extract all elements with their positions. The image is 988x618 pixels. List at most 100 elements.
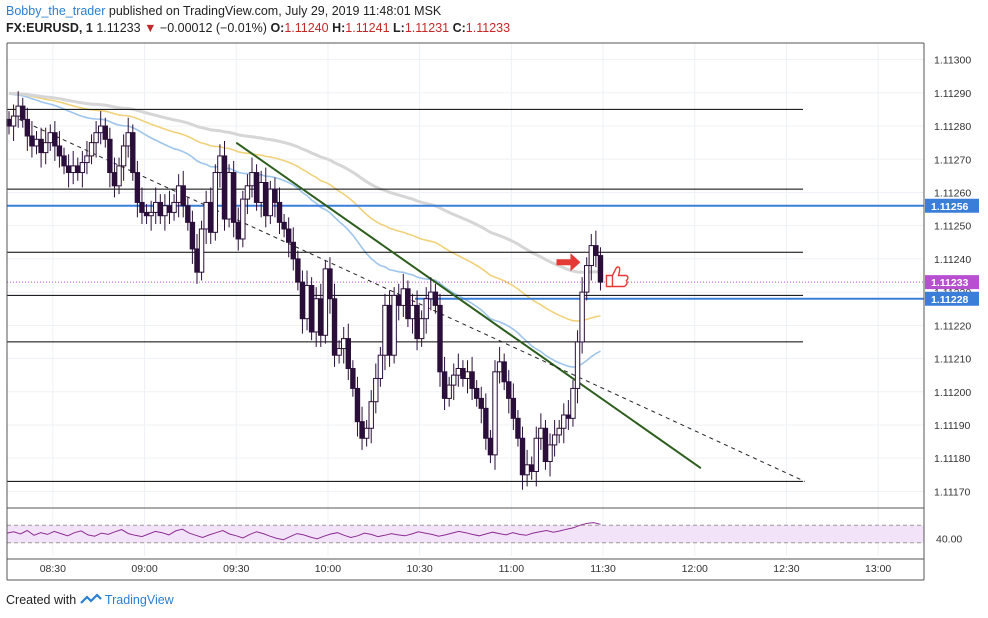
candlesticks bbox=[6, 91, 604, 490]
candle-body bbox=[285, 228, 292, 243]
candle-body bbox=[574, 341, 581, 389]
candle-body bbox=[272, 188, 278, 203]
candle-body bbox=[198, 228, 205, 273]
candle-body bbox=[368, 401, 374, 429]
candle-body bbox=[230, 172, 237, 223]
candle-body bbox=[478, 397, 484, 409]
symbol-name[interactable]: FX:EURUSD, 1 bbox=[6, 21, 93, 35]
candle-body bbox=[171, 201, 177, 213]
candle-body bbox=[15, 105, 21, 117]
candle-body bbox=[157, 201, 164, 217]
candle-body bbox=[217, 155, 223, 174]
candle-body bbox=[130, 132, 136, 174]
candle-body bbox=[318, 298, 324, 336]
tradingview-link[interactable]: TradingView bbox=[104, 593, 174, 607]
candle-body bbox=[519, 437, 526, 476]
price-tag: 1.11228 bbox=[925, 291, 979, 306]
candle-body bbox=[139, 201, 145, 213]
time-tick-label: 09:30 bbox=[223, 563, 249, 575]
candle-body bbox=[354, 387, 361, 423]
candle-body bbox=[226, 172, 232, 220]
candle-body bbox=[304, 284, 310, 320]
time-tick-label: 10:30 bbox=[407, 563, 433, 575]
price-tick-label: 1.11270 bbox=[934, 154, 971, 166]
candle-body bbox=[240, 198, 246, 240]
candle-body bbox=[10, 115, 17, 127]
candle-body bbox=[327, 268, 333, 300]
rsi-panel bbox=[6, 522, 924, 544]
candle-body bbox=[235, 221, 241, 240]
candle-body bbox=[253, 172, 260, 203]
candle-body bbox=[208, 201, 214, 233]
tradingview-logo-icon bbox=[79, 593, 102, 604]
price-tick-label: 1.11190 bbox=[934, 420, 971, 432]
time-tick-label: 12:00 bbox=[682, 563, 708, 575]
candle-body bbox=[464, 371, 471, 379]
candle-body bbox=[70, 165, 76, 174]
candle-body bbox=[405, 288, 411, 320]
candle-body bbox=[47, 132, 53, 144]
candle-body bbox=[538, 427, 544, 439]
last-price: 1.11233 bbox=[96, 21, 141, 35]
publish-header: Bobby_the_trader published on TradingVie… bbox=[6, 3, 441, 19]
ema-mid-line bbox=[8, 92, 601, 322]
candle-body bbox=[423, 298, 429, 320]
candle-body bbox=[249, 172, 255, 187]
candle-body bbox=[134, 172, 141, 203]
candle-body bbox=[120, 145, 127, 167]
candle-body bbox=[556, 427, 562, 436]
candle-body bbox=[528, 464, 535, 472]
candle-body bbox=[359, 421, 365, 439]
price-tick-label: 1.11250 bbox=[934, 221, 971, 233]
candle-body bbox=[308, 284, 315, 333]
candle-body bbox=[593, 245, 599, 257]
candle-body bbox=[148, 211, 154, 217]
candle-body bbox=[501, 361, 507, 383]
candle-body bbox=[345, 338, 351, 370]
close-label: C: bbox=[452, 21, 466, 35]
price-tick-label: 1.11180 bbox=[934, 453, 971, 465]
candle-body bbox=[258, 182, 264, 203]
candle-body bbox=[322, 268, 329, 336]
candle-body bbox=[432, 291, 439, 306]
candle-body bbox=[515, 417, 521, 439]
candle-body bbox=[373, 377, 379, 403]
candle-body bbox=[65, 165, 72, 174]
time-tick-label: 12:30 bbox=[773, 563, 799, 575]
candle-body bbox=[263, 182, 269, 217]
candle-body bbox=[331, 298, 338, 356]
downtrend-line bbox=[235, 141, 702, 469]
price-tag-bg bbox=[925, 275, 979, 290]
candle-body bbox=[584, 265, 590, 293]
candle-body bbox=[441, 371, 448, 399]
price-tick-label: 1.11300 bbox=[934, 55, 971, 67]
author-link[interactable]: Bobby_the_trader bbox=[6, 4, 106, 18]
candle-body bbox=[414, 304, 420, 340]
candle-body bbox=[579, 291, 585, 343]
candle-body bbox=[533, 437, 539, 472]
candle-body bbox=[391, 294, 397, 356]
price-tick-label: 1.11210 bbox=[934, 354, 971, 366]
time-tick-label: 11:30 bbox=[590, 563, 616, 575]
candle-body bbox=[446, 384, 452, 399]
candle-body bbox=[79, 162, 86, 174]
candle-body bbox=[396, 294, 402, 306]
candle-body bbox=[52, 132, 58, 147]
candle-body bbox=[524, 464, 530, 476]
candle-body bbox=[299, 281, 306, 320]
thumbs-up-icon bbox=[605, 266, 629, 288]
candle-body bbox=[153, 201, 159, 213]
candle-body bbox=[473, 387, 480, 399]
created-with-label: Created with bbox=[6, 593, 77, 607]
time-tick-label: 08:30 bbox=[40, 563, 66, 575]
candle-body bbox=[56, 145, 63, 157]
open-value: 1.11240 bbox=[284, 21, 329, 35]
candle-body bbox=[111, 172, 118, 187]
price-change: −0.00012 (−0.01%) bbox=[159, 21, 267, 35]
price-tick-label: 1.11260 bbox=[934, 187, 971, 199]
price-tag-bg bbox=[925, 291, 979, 306]
price-tick-label: 1.11240 bbox=[934, 254, 971, 266]
footer: Created with TradingView bbox=[6, 593, 174, 607]
candle-body bbox=[561, 414, 567, 429]
